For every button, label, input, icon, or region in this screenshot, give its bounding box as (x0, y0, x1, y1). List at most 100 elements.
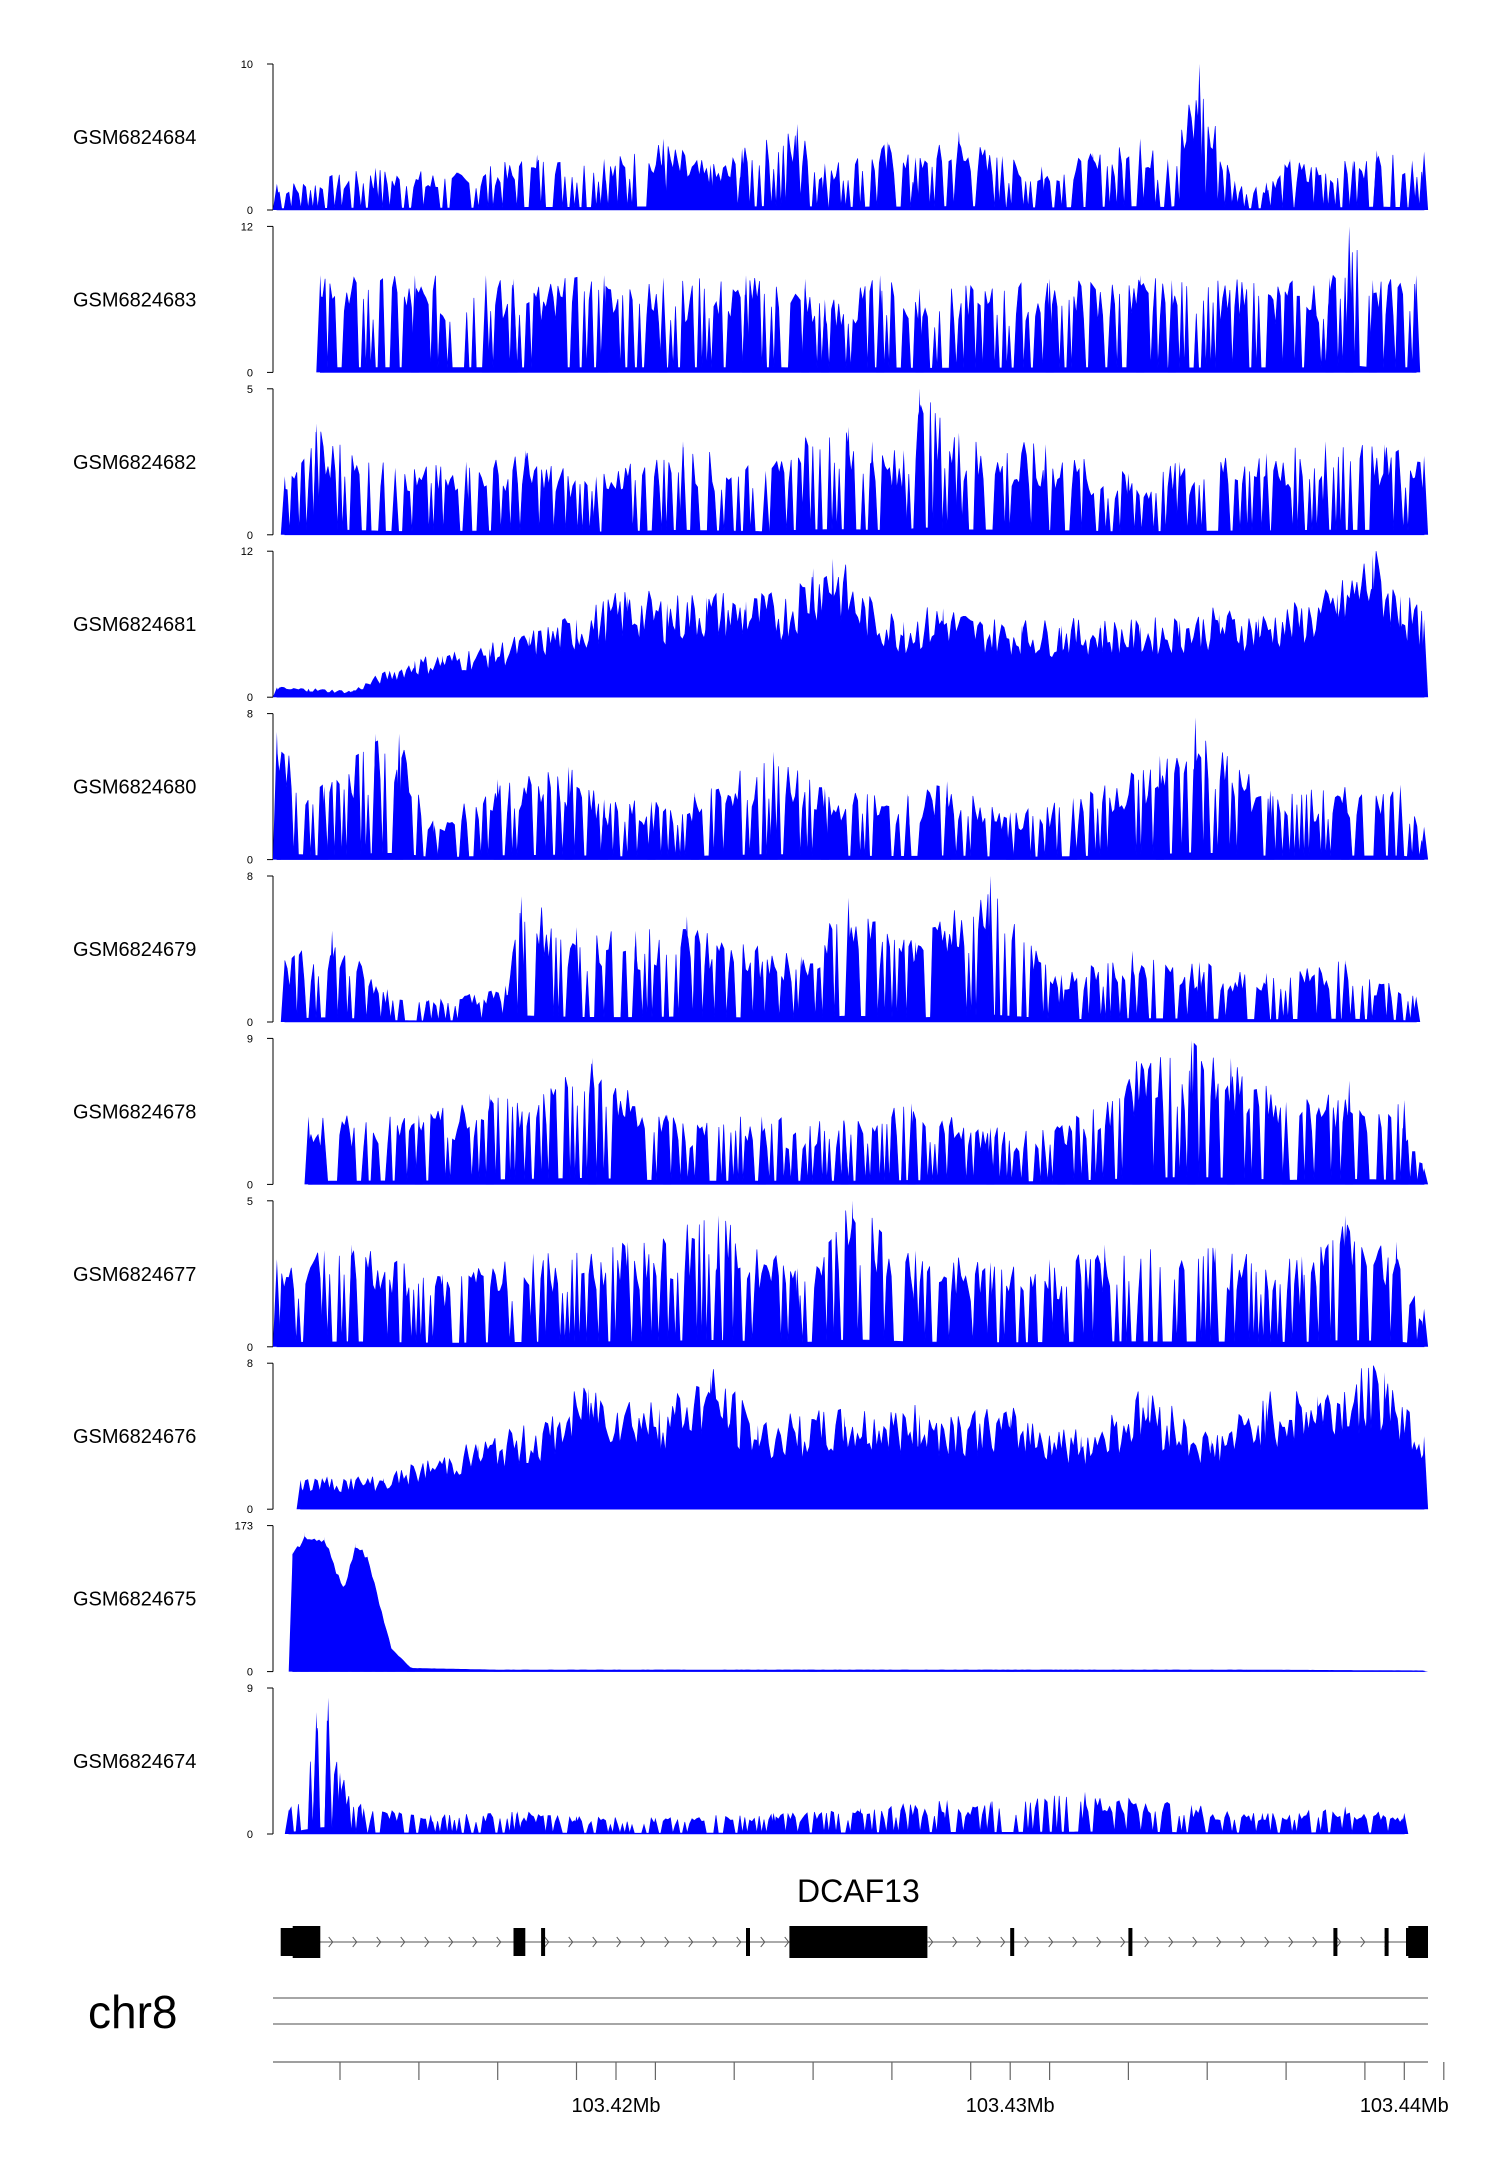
signal-peak (856, 1808, 865, 1834)
signal-peak (978, 623, 987, 698)
signal-peak (742, 275, 750, 373)
signal-peak (840, 1119, 849, 1185)
signal-peak (1088, 153, 1097, 210)
track-GSM6824675: GSM6824675 173 0 (73, 1521, 1429, 1679)
signal-peak (300, 1532, 309, 1672)
chromosome-label: chr8 (88, 1986, 177, 2038)
signal-peak (820, 299, 829, 373)
signal-area (292, 1536, 1425, 1672)
signal-peak (320, 1536, 329, 1672)
signal-peak (1262, 453, 1271, 535)
track-label: GSM6824675 (73, 1589, 196, 1611)
signal-peak (769, 1812, 778, 1834)
signal-peak (1333, 593, 1342, 698)
signal-peak (284, 1809, 293, 1834)
signal-peak (316, 275, 325, 373)
signal-peak (1420, 1670, 1429, 1672)
signal-peak (907, 1103, 916, 1185)
strand-arrow (976, 1936, 982, 1948)
signal-peak (1408, 160, 1417, 210)
signal-peak (986, 876, 995, 1022)
gene-exon (292, 1926, 321, 1958)
signal-peak (1420, 1308, 1429, 1347)
signal-peak (320, 1250, 329, 1347)
signal-peak (426, 1814, 435, 1834)
signal-peak (1057, 1126, 1066, 1185)
signal-peak (939, 608, 948, 698)
track-GSM6824683: GSM6824683 12 0 (73, 221, 1421, 379)
signal-peak (623, 1241, 632, 1347)
strand-arrow (424, 1936, 430, 1948)
signal-peak (533, 154, 542, 210)
gene-exon (1333, 1928, 1338, 1956)
strand-arrow (1312, 1936, 1318, 1948)
signal-peak (1081, 1791, 1089, 1834)
signal-peak (280, 960, 289, 1022)
signal-peak (911, 157, 920, 210)
signal-peak (1077, 1436, 1086, 1510)
signal-peak (903, 793, 912, 860)
gene-exon (1010, 1928, 1015, 1956)
gene-exon (1384, 1928, 1389, 1956)
signal-peak (801, 435, 810, 535)
signal-peak (793, 1268, 802, 1347)
y-axis-min-label: 0 (247, 1179, 253, 1191)
signal-peak (1191, 717, 1200, 860)
signal-peak (481, 275, 490, 373)
signal-peak (631, 930, 640, 1022)
signal-peak (1057, 625, 1066, 698)
track-GSM6824678: GSM6824678 9 0 (73, 1033, 1429, 1191)
strand-arrow (568, 1936, 574, 1948)
signal-peak (844, 426, 853, 535)
signal-area (284, 402, 1425, 536)
signal-peak (1167, 279, 1176, 373)
signal-peak (340, 1588, 348, 1672)
strand-arrow (472, 1936, 478, 1948)
signal-peak (324, 1697, 333, 1834)
signal-peak (1128, 950, 1137, 1022)
strand-arrow (328, 1936, 334, 1948)
signal-peak (1100, 1244, 1109, 1347)
strand-arrow (640, 1936, 646, 1948)
signal-peak (844, 897, 853, 1022)
signal-peak (328, 930, 337, 1022)
signal-peak (521, 450, 530, 535)
signal-peak (1136, 626, 1145, 698)
signal-peak (1396, 596, 1405, 698)
signal-peak (1297, 1256, 1306, 1347)
signal-peak (410, 275, 419, 373)
signal-peak (1392, 1241, 1401, 1347)
signal-peak (1187, 1804, 1196, 1834)
signal-peak (1266, 790, 1275, 860)
signal-peak (379, 1478, 388, 1510)
signal-peak (272, 1259, 281, 1347)
signal-peak (320, 786, 329, 860)
signal-peak (848, 1200, 857, 1347)
signal-peak (1341, 1806, 1350, 1834)
signal-peak (474, 1445, 482, 1510)
signal-peak (801, 278, 810, 373)
strand-arrow (1000, 1936, 1006, 1948)
track-label: GSM6824674 (73, 1751, 196, 1773)
signal-peak (288, 1551, 297, 1672)
track-GSM6824680: GSM6824680 8 0 (73, 709, 1429, 867)
signal-peak (1045, 278, 1054, 373)
signal-peak (544, 1425, 553, 1510)
track-label: GSM6824679 (73, 939, 196, 961)
signal-peak (915, 288, 924, 373)
strand-arrow (1336, 1936, 1342, 1948)
signal-peak (651, 1817, 660, 1834)
strand-arrow (1216, 1936, 1222, 1948)
strand-arrow (1240, 1936, 1246, 1948)
signal-peak (769, 751, 778, 860)
strand-arrow (688, 1936, 694, 1948)
gene-name-label: DCAF13 (797, 1873, 920, 1909)
y-axis-min-label: 0 (247, 530, 253, 542)
y-axis-min-label: 0 (247, 1342, 253, 1354)
track-label: GSM6824683 (73, 289, 196, 311)
gene-utr (1406, 1928, 1428, 1956)
strand-arrow (760, 1936, 766, 1948)
signal-peak (304, 688, 313, 698)
signal-peak (1282, 1101, 1291, 1185)
